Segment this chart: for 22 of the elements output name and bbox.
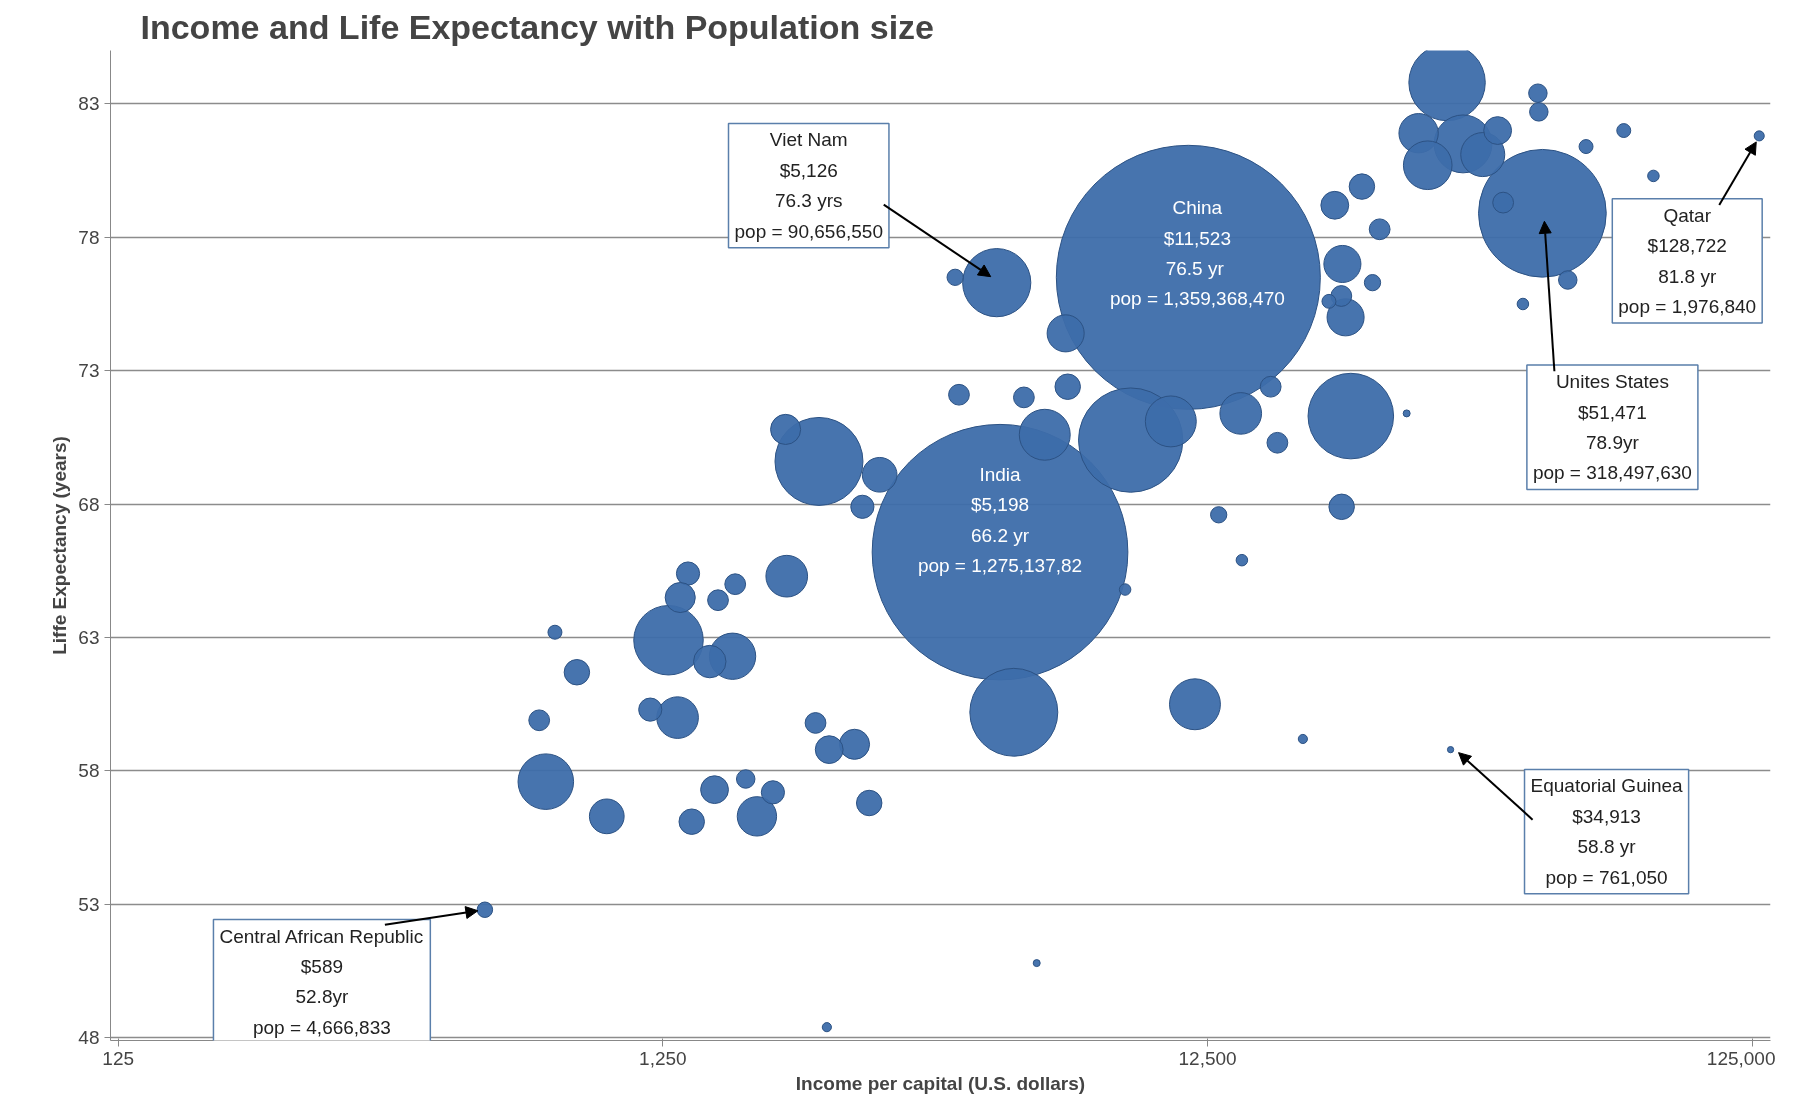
chart-title: Income and Life Expectancy with Population size	[140, 7, 934, 46]
y-tick-label: 83	[78, 93, 100, 115]
annotation: India $5,198 66.2 yr pop = 1,275,137,82	[917, 464, 1083, 577]
y-tick-label: 63	[78, 627, 100, 649]
y-tick-label: 58	[78, 760, 100, 782]
annotation: Unites States $51,471 78.9yr pop = 318,497,630	[1532, 371, 1692, 484]
x-tick-label: 12,500	[1178, 1047, 1237, 1069]
x-tick-label: 125,000	[1706, 1047, 1776, 1069]
x-tick-label: 125	[102, 1047, 135, 1069]
y-tick-label: 78	[78, 226, 100, 248]
annotation: Viet Nam $5,126 76.3 yrs pop = 90,656,550	[734, 129, 883, 242]
annotation: Qatar $128,722 81.8 yr pop = 1,976,840	[1618, 204, 1757, 318]
y-tick-label: 48	[78, 1027, 100, 1049]
y-tick-label: 53	[78, 893, 100, 915]
y-tick-label: 73	[78, 360, 100, 382]
x-axis-title: Income per capital (U.S. dollars)	[795, 1072, 1086, 1094]
y-axis-title: Liffe Expectancy (years)	[49, 436, 71, 655]
annotation: Equatorial Guinea $34,913 58.8 yr pop = 761,050	[1530, 775, 1684, 888]
annotation: Central African Republic $589 52.8yr pop = 4,666,833	[219, 925, 424, 1038]
y-tick-label: 68	[78, 493, 100, 515]
x-tick-label: 1,250	[639, 1047, 687, 1069]
annotation: China $11,523 76.5 yr pop = 1,359,368,470	[1109, 197, 1285, 310]
